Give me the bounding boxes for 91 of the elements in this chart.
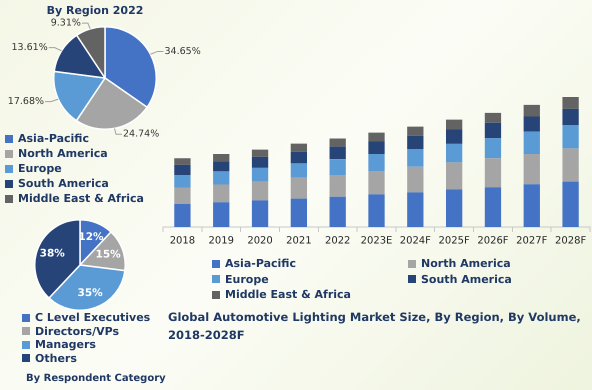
bar xyxy=(562,108,579,125)
legend-label: Others xyxy=(35,352,77,365)
bar xyxy=(290,178,308,199)
legend-label: North America xyxy=(421,257,511,270)
bar xyxy=(407,192,424,227)
bar xyxy=(446,129,462,144)
data-label: 38% xyxy=(40,248,66,260)
legend-label: Asia-Pacific xyxy=(18,132,89,145)
data-label: 35% xyxy=(78,286,104,299)
bar xyxy=(213,161,230,172)
x-tick-label: 2028F xyxy=(554,236,586,247)
data-label: 9.31% xyxy=(50,18,81,29)
bar xyxy=(330,196,346,227)
bar xyxy=(252,200,268,227)
bar xyxy=(330,159,346,175)
bar xyxy=(252,150,268,157)
bar xyxy=(330,138,346,147)
legend-label: Directors/VPs xyxy=(35,324,120,338)
legend-label: Middle East & Africa xyxy=(225,288,351,302)
x-tick-label: 2018 xyxy=(170,236,196,247)
bar xyxy=(407,136,424,149)
bar xyxy=(524,104,540,116)
data-label: 34.65% xyxy=(164,46,201,57)
bar xyxy=(290,144,308,152)
legend-label: South America xyxy=(421,272,512,286)
legend-label: Managers xyxy=(35,338,96,352)
bar xyxy=(484,138,502,158)
legend-label: Asia-Pacific xyxy=(225,257,296,270)
bar xyxy=(174,175,191,188)
legend-label: Europe xyxy=(225,272,269,286)
x-tick-label: 2026F xyxy=(477,236,509,247)
bar xyxy=(252,168,268,182)
bar xyxy=(407,126,424,136)
bar xyxy=(562,182,579,227)
bar xyxy=(524,116,540,132)
bar xyxy=(252,156,268,168)
bar xyxy=(213,202,230,227)
bar xyxy=(562,148,579,182)
bar xyxy=(446,189,462,227)
legend-label: North America xyxy=(18,147,108,160)
bar xyxy=(368,141,385,154)
bar xyxy=(562,97,579,109)
bar xyxy=(407,166,424,192)
x-tick-label: 2019 xyxy=(208,236,234,247)
bar xyxy=(213,184,230,202)
bar xyxy=(484,112,502,123)
bar xyxy=(484,158,502,188)
bar xyxy=(368,132,385,142)
text: Global Automotive Lighting Market Size, By Region, By Volume, 2018-2028F xyxy=(168,309,582,344)
bar xyxy=(174,204,191,227)
x-tick-label: 2022 xyxy=(324,236,350,247)
bar xyxy=(174,187,191,204)
x-tick-label: 2027F xyxy=(516,236,548,247)
data-label: 24.74% xyxy=(123,128,160,140)
bar xyxy=(446,144,462,162)
bar xyxy=(368,171,385,194)
bar xyxy=(446,120,462,130)
bar xyxy=(484,122,502,138)
bar xyxy=(524,132,540,154)
bar xyxy=(330,146,346,160)
chart-title: By Region 2022 xyxy=(46,3,144,18)
bar xyxy=(174,158,191,165)
x-tick-label: 2025F xyxy=(438,236,470,247)
data-label: 15% xyxy=(96,248,122,261)
legend-label: Middle East & Africa xyxy=(18,192,144,205)
legend-label: C Level Executives xyxy=(35,311,150,324)
x-tick-label: 2021 xyxy=(286,236,312,247)
x-tick-label: 2020 xyxy=(247,236,273,247)
bar xyxy=(290,198,308,227)
bar xyxy=(368,154,385,172)
bar xyxy=(368,194,385,227)
bar xyxy=(484,187,502,227)
x-tick-label: 2024F xyxy=(400,236,432,247)
bar xyxy=(446,162,462,190)
data-label: 17.68% xyxy=(8,96,44,108)
legend-label: Europe xyxy=(18,162,62,175)
legend-label: South America xyxy=(18,177,109,190)
data-label: 13.61% xyxy=(12,42,48,54)
text: By Respondent Category xyxy=(26,372,167,386)
bar xyxy=(407,149,424,167)
bar xyxy=(562,124,579,148)
bar xyxy=(174,164,191,175)
bar xyxy=(330,175,346,197)
bar xyxy=(213,154,230,162)
bar xyxy=(524,184,540,227)
bar xyxy=(252,182,268,200)
x-tick-label: 2023E xyxy=(360,236,392,247)
bar xyxy=(290,163,308,178)
bar xyxy=(213,171,230,184)
bar xyxy=(290,152,308,164)
bar xyxy=(524,154,540,184)
